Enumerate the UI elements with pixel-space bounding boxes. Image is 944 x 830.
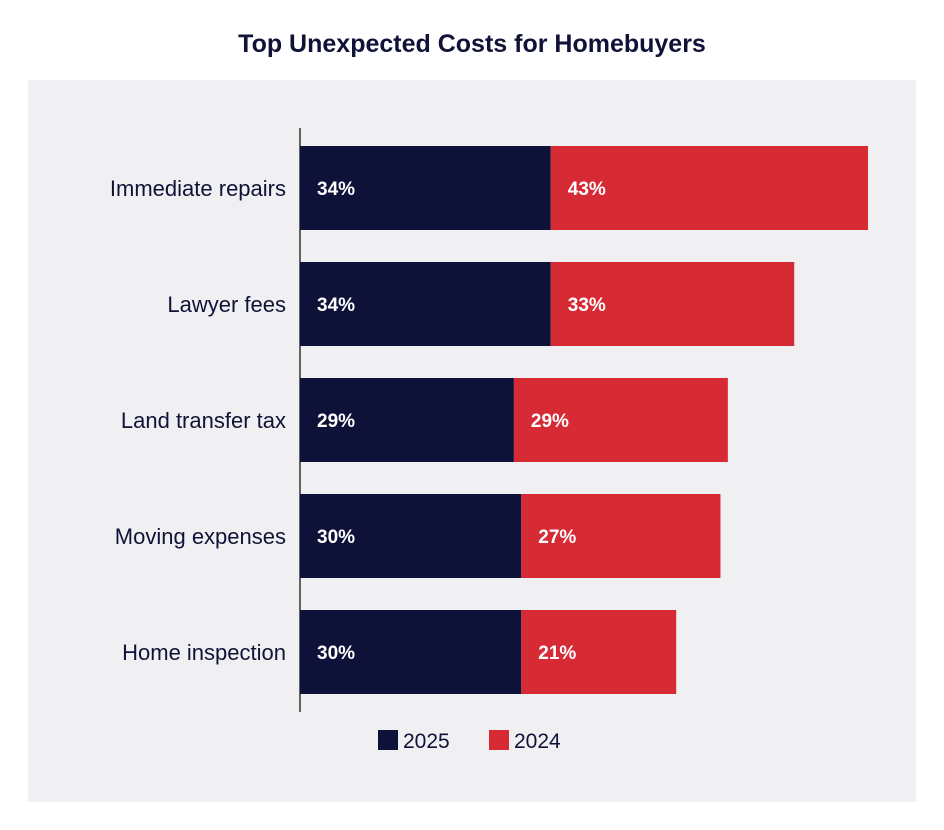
bar-2025	[300, 146, 551, 230]
legend-swatch-2025	[378, 730, 398, 750]
bar-2024	[550, 262, 795, 346]
legend-swatch-2024	[489, 730, 509, 750]
bar-2025	[300, 494, 522, 578]
bar-value-label: 43%	[568, 179, 606, 200]
category-label: Home inspection	[122, 640, 286, 665]
category-label: Moving expenses	[115, 524, 286, 549]
bar-2024	[513, 378, 728, 462]
bar-2024	[521, 610, 677, 694]
bar-value-label: 34%	[317, 179, 355, 200]
bar-2024	[550, 146, 868, 230]
legend-label: 2024	[514, 730, 561, 753]
legend-label: 2025	[403, 730, 450, 753]
category-label: Immediate repairs	[110, 176, 286, 201]
bar-2025	[300, 262, 551, 346]
bar-value-label: 34%	[317, 295, 355, 316]
category-label: Lawyer fees	[167, 292, 286, 317]
bar-value-label: 21%	[538, 643, 576, 664]
bar-value-label: 27%	[538, 527, 576, 548]
bar-value-label: 30%	[317, 527, 355, 548]
bar-value-label: 30%	[317, 643, 355, 664]
category-label: Land transfer tax	[121, 408, 286, 433]
bar-value-label: 33%	[568, 295, 606, 316]
bar-value-label: 29%	[317, 411, 355, 432]
chart-title: Top Unexpected Costs for Homebuyers	[238, 30, 706, 58]
bar-2025	[300, 378, 514, 462]
bar-2024	[521, 494, 721, 578]
bar-2025	[300, 610, 522, 694]
bar-value-label: 29%	[531, 411, 569, 432]
